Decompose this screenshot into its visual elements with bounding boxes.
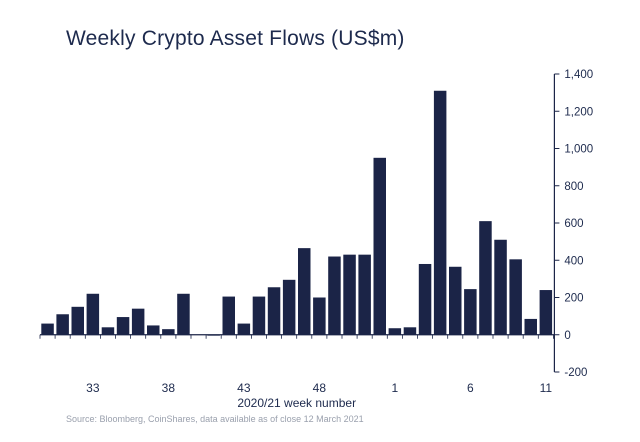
x-tick-label: 38 (162, 381, 176, 395)
y-tick-label: 200 (564, 293, 583, 305)
bar (373, 157, 386, 335)
bar (252, 296, 266, 335)
bar (267, 287, 281, 335)
x-axis-ticks: 33 38 43 48 1 6 11 (39, 334, 554, 395)
bar (147, 325, 160, 335)
bar (418, 263, 432, 335)
y-tick-label: 600 (564, 218, 583, 230)
x-tick-label: 33 (86, 381, 100, 395)
x-axis-title: 2020/21 week number (237, 396, 356, 410)
x-tick-label: 43 (237, 381, 251, 395)
x-tick-label: 48 (313, 381, 327, 395)
bar (509, 259, 522, 335)
x-tick-label: 11 (540, 381, 553, 395)
bar (131, 308, 145, 335)
bar (479, 221, 492, 335)
x-tick-label: 6 (467, 381, 474, 395)
bar (328, 256, 341, 335)
bar (116, 317, 130, 335)
bar (433, 90, 447, 335)
bar (162, 329, 175, 335)
bar (388, 328, 402, 335)
bar (282, 279, 296, 335)
bar (177, 293, 190, 335)
bar (71, 306, 84, 335)
bar (494, 239, 507, 335)
bar (86, 293, 100, 335)
bar (403, 327, 417, 335)
bar (449, 266, 462, 335)
bar (56, 314, 69, 335)
bar (222, 296, 235, 335)
y-tick-label: 400 (564, 255, 583, 267)
bar (101, 327, 115, 335)
bar (539, 290, 553, 335)
bar (298, 248, 311, 335)
y-axis-ticks: -200 0 200 400 600 800 1,000 1,200 1,400 (554, 69, 593, 379)
y-tick-label: 0 (564, 330, 570, 342)
y-tick-label: 1,200 (564, 106, 593, 118)
bar (464, 289, 477, 335)
y-tick-label: -200 (564, 367, 587, 379)
source-note: Source: Bloomberg, CoinShares, data avai… (66, 414, 364, 424)
bar (237, 323, 251, 335)
y-tick-label: 800 (564, 181, 583, 193)
bar (41, 323, 54, 335)
y-tick-label: 1,400 (564, 69, 593, 81)
bar (358, 254, 371, 335)
bar (313, 297, 326, 335)
bar (524, 318, 537, 335)
x-tick-label: 1 (392, 381, 399, 395)
bar (343, 254, 356, 335)
y-tick-label: 1,000 (564, 144, 593, 156)
bars-group (41, 90, 553, 336)
chart-title: Weekly Crypto Asset Flows (US$m) (66, 27, 405, 50)
